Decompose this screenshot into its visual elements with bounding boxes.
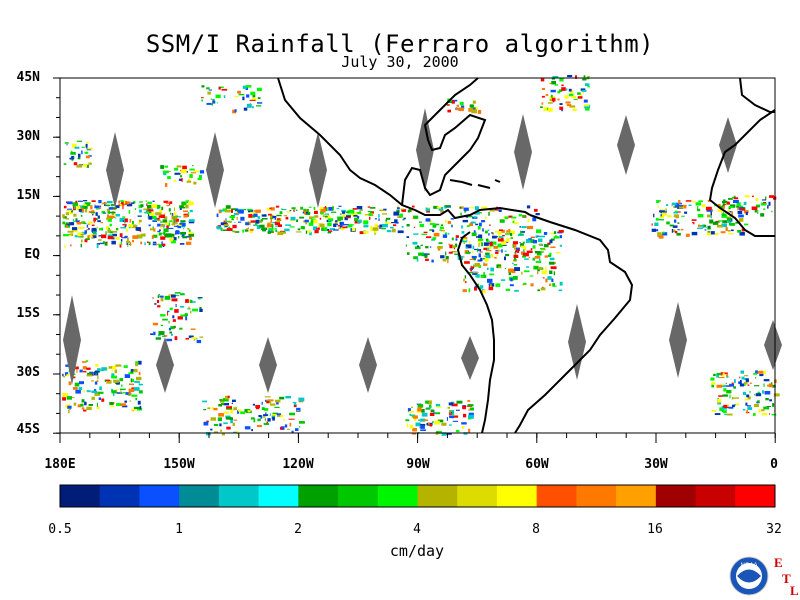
swath-gap [206, 132, 224, 208]
lat-label-30n: 30N [16, 129, 40, 144]
colorbar-label-16: 16 [647, 522, 663, 537]
colorbar-swatch [695, 485, 736, 507]
swath-gap [719, 117, 737, 173]
swath-gap [568, 304, 586, 380]
colorbar-swatch [417, 485, 458, 507]
gulf-coast [401, 77, 487, 206]
colorbar-swatch [60, 485, 101, 507]
lon-label-120w: 120W [282, 457, 314, 472]
colorbar-swatch [655, 485, 697, 507]
colorbar-swatch [496, 485, 538, 507]
map-date: July 30, 2000 [341, 53, 459, 71]
swath-gap [514, 114, 532, 190]
colorbar-label-2: 2 [294, 522, 302, 537]
swath-gap [106, 132, 124, 208]
lat-label-30s: 30S [16, 365, 40, 380]
colorbar-frame [59, 484, 776, 508]
lat-label-15n: 15N [16, 188, 40, 203]
lat-label-45n: 45N [16, 70, 40, 85]
logo-letter-t: T [782, 571, 791, 586]
colorbar-swatch [576, 485, 617, 507]
lon-label-150w: 150W [163, 457, 195, 472]
colorbar [60, 485, 776, 507]
axis-ticks [53, 77, 776, 443]
south-america-coast [514, 214, 634, 434]
lon-label-0: 0 [770, 457, 778, 472]
north-america-coast [277, 77, 531, 220]
swath-gaps [63, 108, 782, 393]
colorbar-swatch [179, 485, 220, 507]
africa-coast [708, 109, 776, 237]
swath-gap [259, 337, 277, 393]
colorbar-swatch [258, 485, 299, 507]
colorbar-swatch [99, 485, 140, 507]
colorbar-units: cm/day [389, 542, 445, 560]
colorbar-swatch [139, 485, 180, 507]
swath-gap [461, 336, 479, 380]
lon-label-180e: 180E [44, 457, 76, 472]
colorbar-label-4: 4 [413, 522, 421, 537]
colorbar-swatch [218, 485, 260, 507]
swath-gap [309, 132, 327, 208]
coastlines [277, 77, 776, 434]
caribbean [449, 179, 501, 189]
swath-gap [764, 320, 782, 370]
lat-label-15s: 15S [16, 306, 40, 321]
colorbar-swatch [735, 485, 776, 507]
colorbar-label-0-5: 0.5 [48, 522, 72, 537]
colorbar-swatch [616, 485, 657, 507]
swath-gap [63, 295, 81, 385]
colorbar-label-1: 1 [175, 522, 183, 537]
colorbar-label-8: 8 [532, 522, 540, 537]
colorbar-swatch [298, 485, 339, 507]
map-title: SSM/I Rainfall (Ferraro algorithm) [145, 30, 655, 58]
rainfall-field [62, 75, 780, 436]
swath-gap [617, 115, 635, 175]
lon-label-90w: 90W [406, 457, 430, 472]
noaa-logo-text: NOAA [740, 563, 757, 569]
lat-label-eq: EQ [24, 247, 40, 262]
colorbar-swatch [536, 485, 577, 507]
swath-gap [156, 337, 174, 393]
colorbar-label-32: 32 [766, 522, 782, 537]
swath-gap [359, 337, 377, 393]
lon-label-60w: 60W [525, 457, 549, 472]
logo-letter-l: L [790, 583, 799, 598]
lat-label-45s: 45S [16, 422, 40, 437]
colorbar-swatch [457, 485, 498, 507]
swath-gap [669, 302, 687, 378]
logo-letter-e: E [774, 555, 783, 570]
lon-label-30w: 30W [644, 457, 668, 472]
noaa-etl-logo: NOAA E T L [729, 555, 799, 598]
europe-coast [739, 77, 775, 113]
colorbar-swatch [377, 485, 418, 507]
colorbar-swatch [338, 485, 379, 507]
south-america-west-coast [456, 231, 495, 434]
